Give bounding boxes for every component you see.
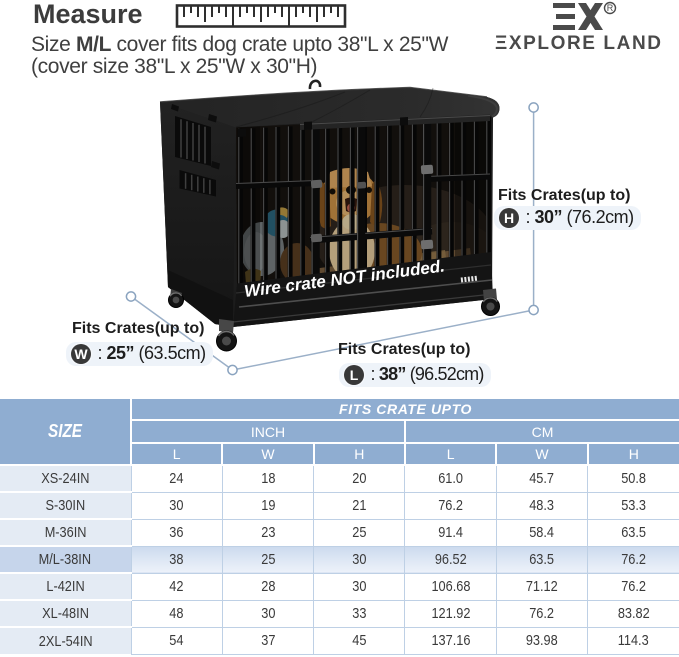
svg-text:R: R — [607, 3, 614, 13]
